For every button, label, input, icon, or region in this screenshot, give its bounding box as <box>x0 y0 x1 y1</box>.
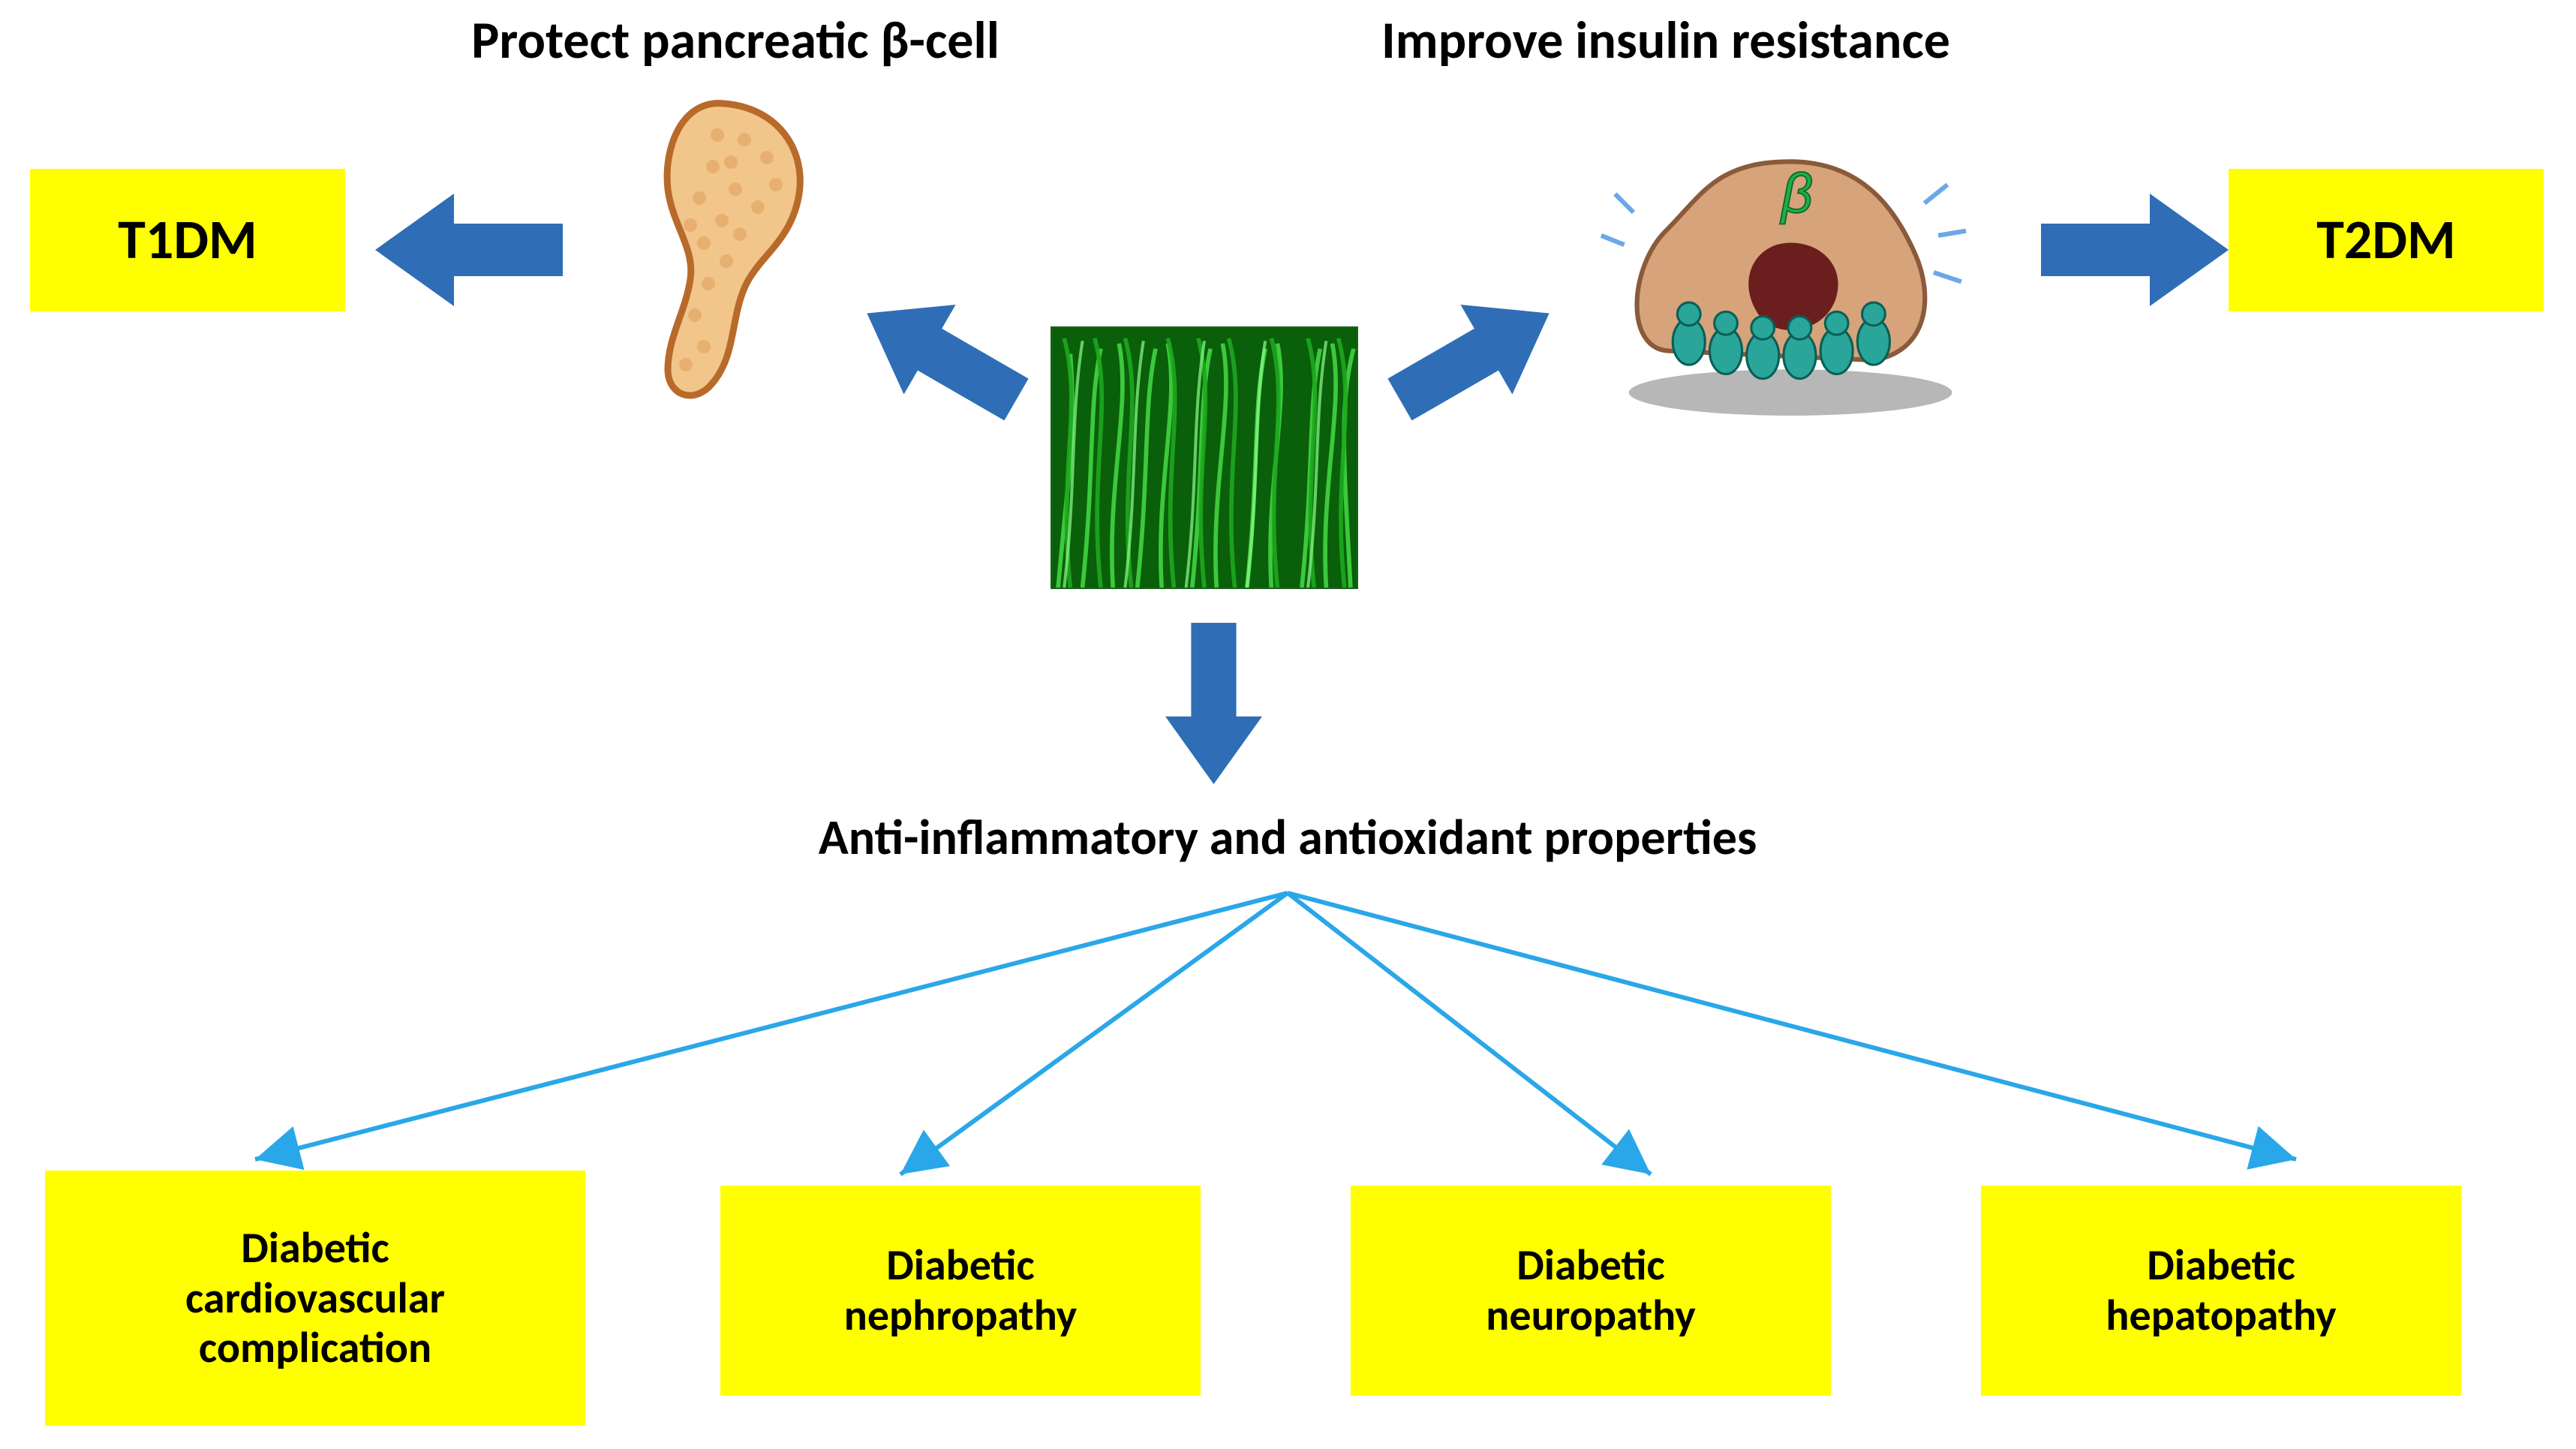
arrow-block-to-pancreas <box>839 265 1045 449</box>
box-diabetic-nephropathy: Diabetic nephropathy <box>720 1186 1201 1396</box>
diagram-stage: Protect pancreatic β-cell Improve insuli… <box>0 0 2576 1449</box>
box-t1dm: T1DM <box>30 169 345 311</box>
beta-symbol: β <box>1780 162 1813 224</box>
box-t2dm: T2DM <box>2229 169 2544 311</box>
box-diabetic-neuropathy: Diabetic neuropathy <box>1351 1186 1831 1396</box>
grass-image <box>1051 326 1358 589</box>
arrow-block-to-insulin <box>1372 265 1577 449</box>
pancreas-icon <box>600 90 825 405</box>
box-neph-label: Diabetic nephropathy <box>844 1240 1078 1340</box>
box-t2dm-label: T2DM <box>2316 208 2455 272</box>
title-protect-beta-cell: Protect pancreatic β-cell <box>360 8 1111 72</box>
title-anti-inflammatory: Anti-inflammatory and antioxidant proper… <box>537 807 2038 867</box>
box-diabetic-hepatopathy: Diabetic hepatopathy <box>1981 1186 2461 1396</box>
box-cv-label: Diabetic cardiovascular complication <box>185 1223 445 1373</box>
box-hep-label: Diabetic hepatopathy <box>2106 1240 2336 1340</box>
arrow-block-to-t1dm <box>375 194 563 306</box>
title-improve-insulin-resistance: Improve insulin resistance <box>1216 8 2116 72</box>
insulin-resistance-icon: β <box>1576 120 1996 420</box>
box-diabetic-cardiovascular: Diabetic cardiovascular complication <box>45 1171 585 1426</box>
arrow-block-down <box>1156 623 1272 784</box>
box-t1dm-label: T1DM <box>118 208 257 272</box>
box-neur-label: Diabetic neuropathy <box>1486 1240 1695 1340</box>
arrow-block-to-t2dm <box>2041 194 2229 306</box>
